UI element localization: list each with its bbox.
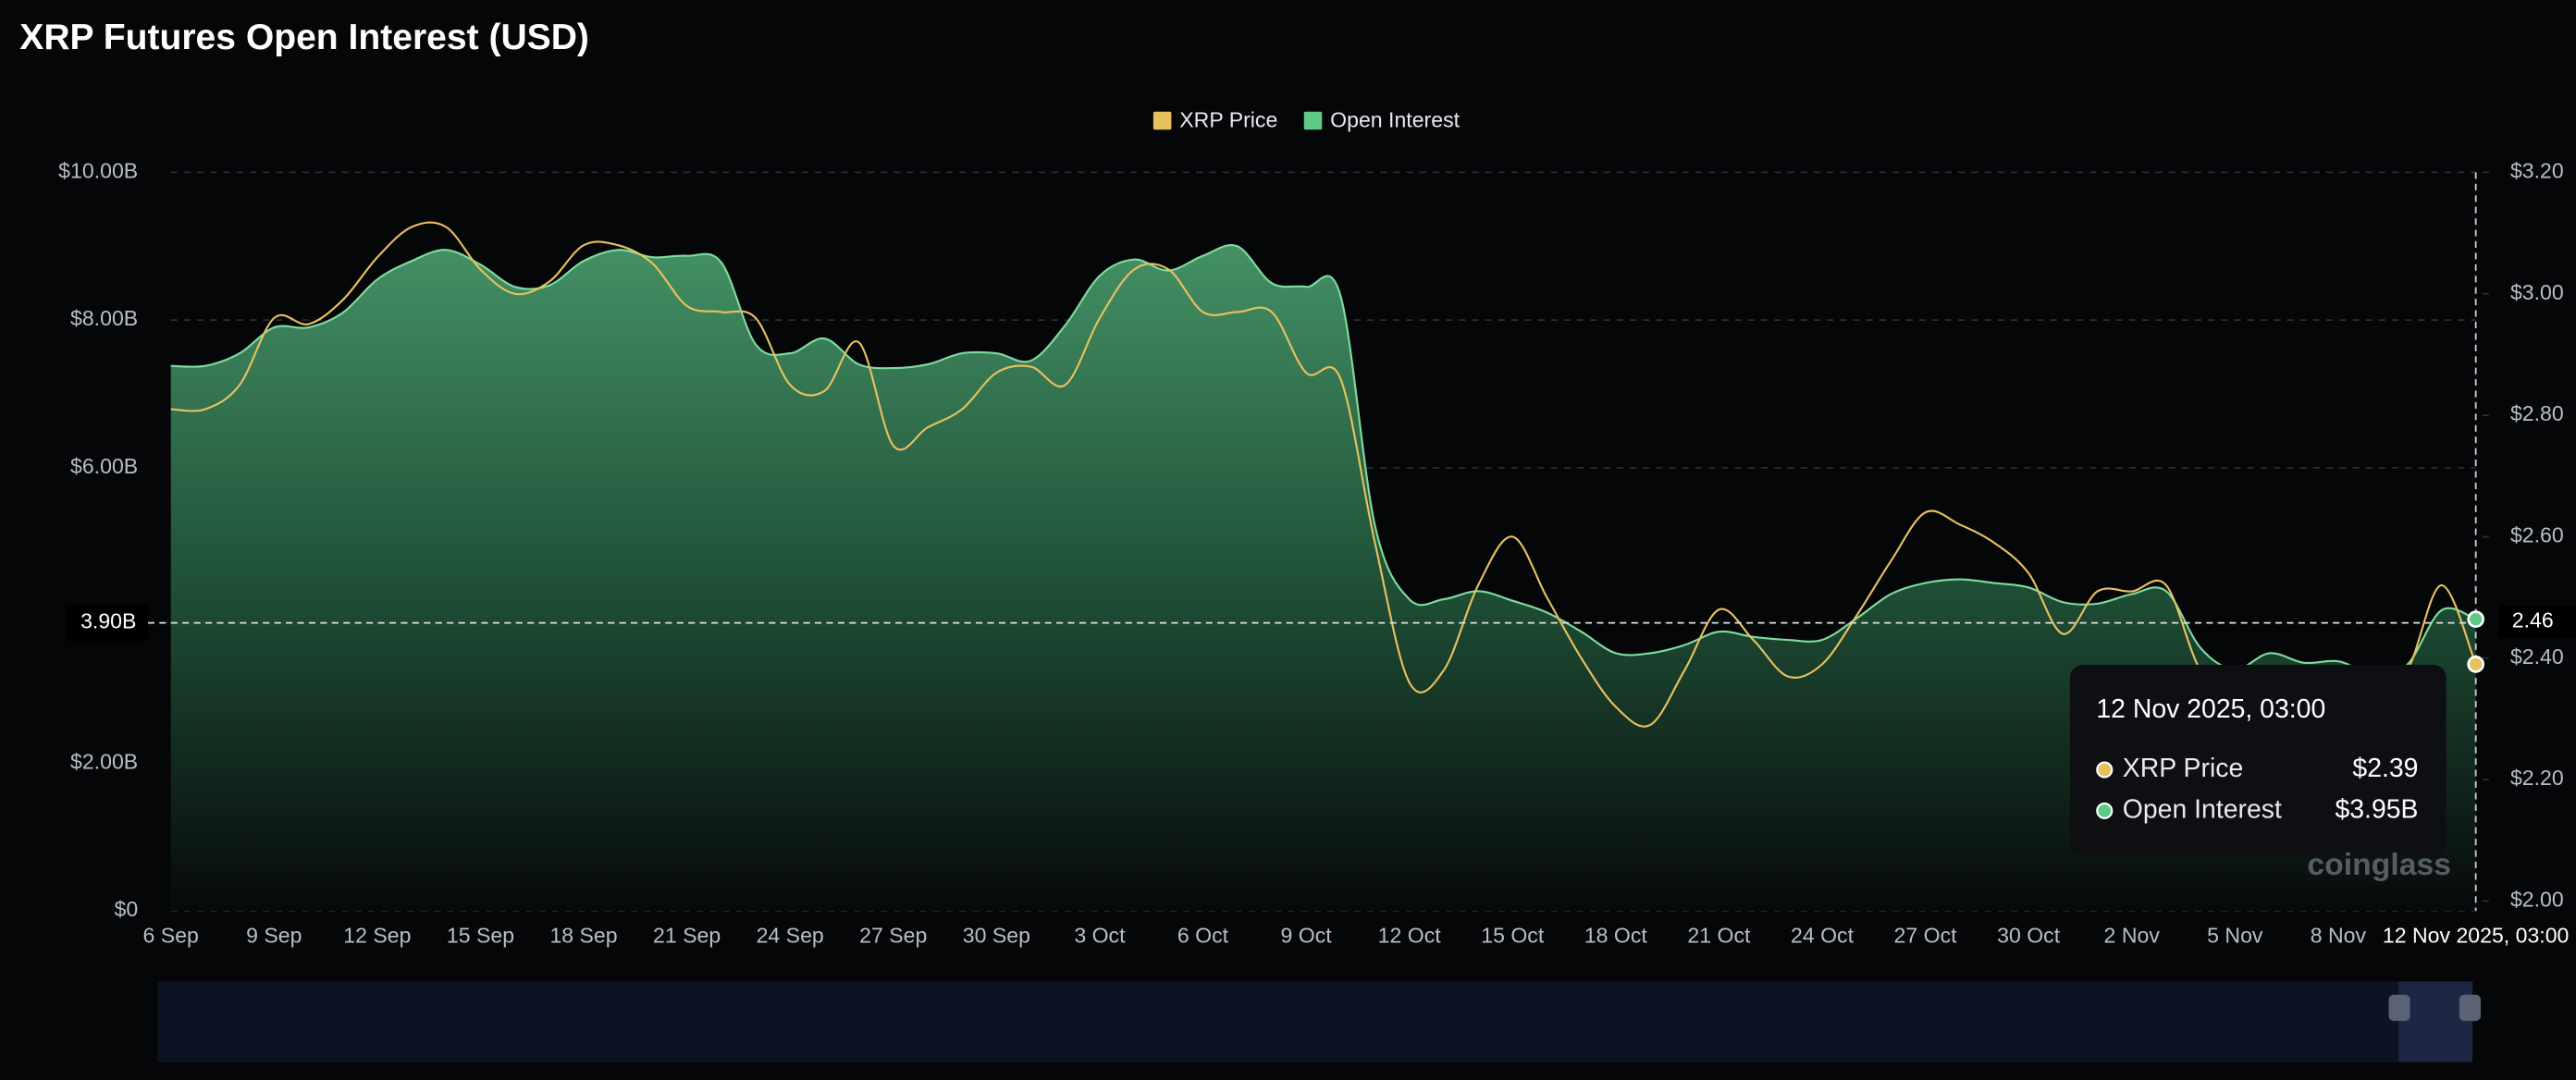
legend-swatch	[1303, 111, 1323, 130]
x-tick-label: 15 Oct	[1481, 924, 1545, 948]
crosshair-y-box	[66, 605, 148, 642]
x-tick-label: 8 Nov	[2311, 924, 2367, 948]
y2-tick-label: $3.00	[2510, 280, 2564, 304]
x-tick-label: 5 Nov	[2207, 924, 2263, 948]
y-tick-label: $6.00B	[70, 454, 138, 478]
tooltip-value: $2.39	[2352, 754, 2418, 783]
navigator-window	[2398, 981, 2473, 1062]
x-tick-label: 21 Oct	[1687, 924, 1751, 948]
y2-tick-label: $3.20	[2510, 158, 2564, 182]
x-tick-label: 3 Oct	[1074, 924, 1126, 948]
crosshair-y2-label: 2.46	[2512, 608, 2554, 632]
tooltip-series-name: Open Interest	[2123, 794, 2282, 824]
crosshair-x-label: 12 Nov 2025, 03:00	[2383, 924, 2570, 948]
x-tick-label: 9 Oct	[1281, 924, 1333, 948]
crosshair-y-label: 3.90B	[80, 609, 136, 633]
axes: $0 $2.00B $6.00B $8.00B $10.00B $2.00 $2.20 $2.…	[58, 158, 2569, 947]
x-tick-label: 6 Sep	[143, 924, 199, 948]
area	[170, 245, 2476, 912]
x-tick-label: 2 Nov	[2104, 924, 2161, 948]
y2-tick-label: $2.00	[2510, 888, 2564, 912]
y-tick-label: $2.00B	[70, 750, 138, 774]
legend-label: XRP Price	[1179, 107, 1277, 131]
x-tick-label: 30 Oct	[1997, 924, 2061, 948]
line	[170, 244, 2477, 675]
tooltip-series-name: XRP Price	[2123, 754, 2243, 783]
x-tick-label: 12 Sep	[343, 924, 411, 948]
x-tick-label: 30 Sep	[963, 924, 1030, 948]
tooltip-box	[2069, 664, 2447, 855]
y2-tick-label: $2.20	[2510, 766, 2564, 790]
tooltip-value: $3.95B	[2335, 794, 2418, 824]
watermark: coinglass	[2307, 847, 2451, 882]
overlay: 3.90B 2.46 12 Nov 2025, 03:00 XRP Price $2.3…	[66, 172, 2576, 912]
x-tick-label: 18 Sep	[549, 924, 617, 948]
legend-label: Open Interest	[1330, 107, 1460, 131]
chart-title: XRP Futures Open Interest (USD)	[19, 18, 589, 57]
x-tick-label: 6 Oct	[1177, 924, 1229, 948]
line	[170, 221, 2477, 728]
x-tick-label: 18 Oct	[1584, 924, 1648, 948]
x-tick-label: 24 Sep	[757, 924, 824, 948]
x-tick-label: 12 Oct	[1378, 924, 1442, 948]
tooltip-title: 12 Nov 2025, 03:00	[2096, 694, 2325, 724]
legend-swatch	[1152, 111, 1172, 130]
y-tick-label: $10.00B	[58, 158, 138, 182]
x-tick-label: 15 Sep	[447, 924, 514, 948]
x-tick-label: 27 Oct	[1894, 924, 1958, 948]
plot	[170, 221, 2477, 912]
navigator-handle[interactable]	[2388, 994, 2410, 1022]
navigator-handle[interactable]	[2459, 994, 2481, 1022]
hover-point	[2467, 656, 2484, 673]
y2-tick-label: $2.80	[2510, 401, 2564, 425]
x-tick-label: 24 Oct	[1791, 924, 1855, 948]
y-tick-label: $0	[115, 897, 139, 921]
y2-tick-label: $2.60	[2510, 523, 2564, 547]
x-tick-label: 9 Sep	[246, 924, 302, 948]
x-tick-label: 21 Sep	[653, 924, 721, 948]
y2-tick-label: $2.40	[2510, 644, 2564, 669]
y-tick-label: $8.00B	[70, 306, 138, 330]
hover-point	[2467, 610, 2484, 628]
legend: XRP Price Open Interest	[1152, 107, 1461, 131]
tooltip-dot	[2096, 802, 2114, 819]
crosshair-y2-box	[2498, 605, 2576, 639]
navigator	[157, 981, 2481, 1062]
x-tick-label: 27 Sep	[859, 924, 927, 948]
navigator-track	[157, 981, 2473, 1062]
tooltip-dot	[2096, 761, 2114, 779]
